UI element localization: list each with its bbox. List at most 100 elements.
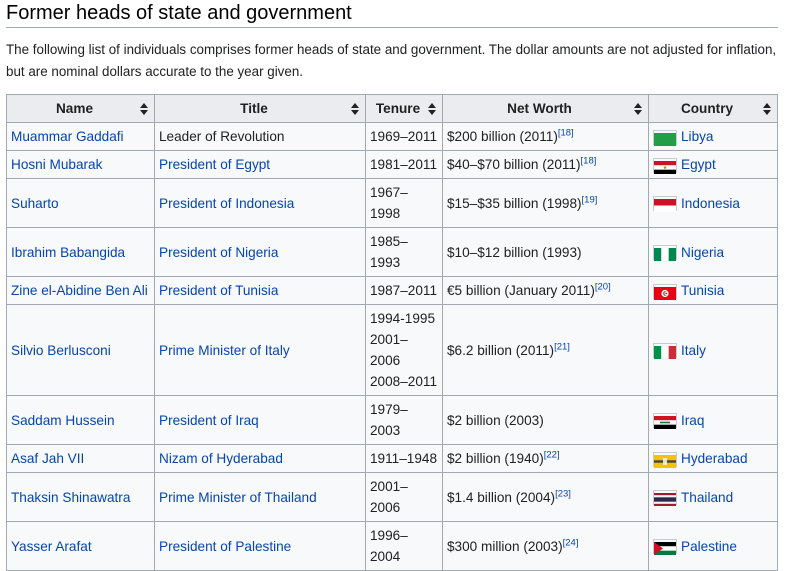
reference-link[interactable]: [22] (543, 449, 560, 461)
table-row: Zine el-Abidine Ben Ali President of Tuni… (6, 276, 778, 305)
country-cell: Libya (648, 122, 778, 151)
country-link[interactable]: Iraq (681, 412, 705, 428)
country-link[interactable]: Hyderabad (681, 451, 748, 466)
tenure-cell: 2001–2006 (365, 472, 443, 522)
net-worth-cell: $10–$12 billion (1993) (442, 227, 649, 277)
country-link[interactable]: Tunisia (681, 283, 725, 298)
person-link[interactable]: Muammar Gaddafi (11, 129, 124, 144)
net-worth-cell: $40–$70 billion (2011)[18] (442, 150, 649, 179)
person-link[interactable]: Zine el-Abidine Ben Ali (11, 283, 148, 298)
person-link[interactable]: Thaksin Shinawatra (11, 489, 131, 505)
office-link[interactable]: Prime Minister of Italy (159, 342, 290, 358)
sort-icon[interactable] (428, 103, 436, 115)
libya-flag-icon[interactable] (653, 129, 677, 146)
tenure-line: 2008–2011 (370, 374, 438, 389)
net-worth-value: $2 billion (2003) (447, 412, 544, 428)
office-link[interactable]: Nizam of Hyderabad (159, 451, 283, 466)
country-link[interactable]: Palestine (681, 538, 737, 554)
reference-link[interactable]: [20] (594, 281, 611, 293)
tenure-cell: 1994-1995 2001–2006 2008–2011 (365, 304, 443, 396)
country-cell: Iraq (648, 395, 778, 445)
tenure-line: 2001–2006 (370, 332, 408, 368)
reference-link[interactable]: [18] (557, 127, 574, 139)
table-row: Yasser Arafat President of Palestine 1996–… (6, 521, 778, 571)
title-cell: Leader of Revolution (154, 122, 366, 151)
reference-link[interactable]: [23] (555, 487, 571, 499)
reference-link[interactable]: [18] (580, 155, 597, 167)
office-link[interactable]: President of Iraq (159, 412, 259, 428)
net-worth-value: $200 billion (2011) (447, 129, 558, 144)
italy-flag-icon[interactable] (653, 343, 677, 360)
person-link[interactable]: Yasser Arafat (11, 538, 92, 554)
office-link[interactable]: President of Indonesia (159, 195, 295, 211)
name-cell: Ibrahim Babangida (6, 227, 155, 277)
net-worth-cell: $6.2 billion (2011)[21] (442, 304, 649, 396)
country-cell: Nigeria (648, 227, 778, 277)
net-worth-value: $40–$70 billion (2011) (447, 157, 581, 172)
tenure-cell: 1996–2004 (365, 521, 443, 571)
nigeria-flag-icon[interactable] (653, 245, 677, 262)
net-worth-cell: $300 million (2003)[24] (442, 521, 649, 571)
name-cell: Zine el-Abidine Ben Ali (6, 276, 155, 305)
net-worth-cell: $2 billion (1940)[22] (442, 444, 649, 473)
country-link[interactable]: Libya (681, 129, 714, 144)
person-link[interactable]: Saddam Hussein (11, 412, 115, 428)
sort-icon[interactable] (763, 103, 771, 115)
sort-icon[interactable] (351, 103, 359, 115)
country-link[interactable]: Thailand (681, 489, 734, 505)
person-link[interactable]: Suharto (11, 195, 59, 211)
person-link[interactable]: Silvio Berlusconi (11, 342, 111, 358)
page: Former heads of state and government The… (6, 0, 778, 571)
name-cell: Thaksin Shinawatra (6, 472, 155, 522)
net-worth-value: $1.4 billion (2004) (447, 489, 556, 505)
country-cell: Hyderabad (648, 444, 778, 473)
sort-icon[interactable] (140, 103, 148, 115)
office-link: Leader of Revolution (159, 129, 285, 144)
person-link[interactable]: Ibrahim Babangida (11, 244, 126, 260)
title-cell: President of Egypt (154, 150, 366, 179)
name-cell: Hosni Mubarak (6, 150, 155, 179)
column-header-tenure[interactable]: Tenure (365, 94, 443, 123)
office-link[interactable]: President of Tunisia (159, 283, 279, 298)
country-link[interactable]: Egypt (681, 157, 716, 172)
office-link[interactable]: President of Palestine (159, 538, 292, 554)
tenure-cell: 1967–1998 (365, 178, 443, 228)
office-link[interactable]: President of Egypt (159, 157, 271, 172)
country-link[interactable]: Nigeria (681, 244, 725, 260)
iraq-flag-icon[interactable] (653, 413, 677, 430)
reference-link[interactable]: [21] (554, 340, 570, 352)
table-body: Muammar Gaddafi Leader of Revolution 1969–… (6, 122, 778, 571)
tunisia-flag-icon[interactable] (653, 283, 677, 300)
table-row: Asaf Jah VII Nizam of Hyderabad 1911–1948 $… (6, 444, 778, 473)
country-link[interactable]: Indonesia (681, 195, 740, 211)
sort-icon[interactable] (634, 103, 642, 115)
net-worth-cell: $2 billion (2003) (442, 395, 649, 445)
table-row: Muammar Gaddafi Leader of Revolution 1969–… (6, 122, 778, 151)
country-cell: Indonesia (648, 178, 778, 228)
reference-link[interactable]: [24] (562, 536, 579, 548)
net-worth-cell: $15–$35 billion (1998)[19] (442, 178, 649, 228)
palestine-flag-icon[interactable] (653, 539, 677, 556)
net-worth-value: $10–$12 billion (1993) (447, 244, 582, 260)
column-header-country[interactable]: Country (648, 94, 778, 123)
reference-link[interactable]: [19] (581, 193, 598, 205)
table-row: Saddam Hussein President of Iraq 1979–2003… (6, 395, 778, 445)
indonesia-flag-icon[interactable] (653, 196, 677, 213)
office-link[interactable]: President of Nigeria (159, 244, 279, 260)
tenure-line: 1994-1995 (370, 311, 436, 326)
column-header-title[interactable]: Title (154, 94, 366, 123)
column-header-name[interactable]: Name (6, 94, 155, 123)
title-cell: President of Tunisia (154, 276, 366, 305)
person-link[interactable]: Asaf Jah VII (11, 451, 85, 466)
office-link[interactable]: Prime Minister of Thailand (159, 489, 317, 505)
egypt-flag-icon[interactable] (653, 157, 677, 174)
hyderabad-flag-icon[interactable] (653, 451, 677, 468)
country-cell: Egypt (648, 150, 778, 179)
person-link[interactable]: Hosni Mubarak (11, 157, 103, 172)
name-cell: Muammar Gaddafi (6, 122, 155, 151)
thailand-flag-icon[interactable] (653, 490, 677, 507)
country-link[interactable]: Italy (681, 342, 706, 358)
tenure-cell: 1979–2003 (365, 395, 443, 445)
column-header-net-worth[interactable]: Net Worth (442, 94, 649, 123)
section-heading: Former heads of state and government (6, 0, 778, 28)
